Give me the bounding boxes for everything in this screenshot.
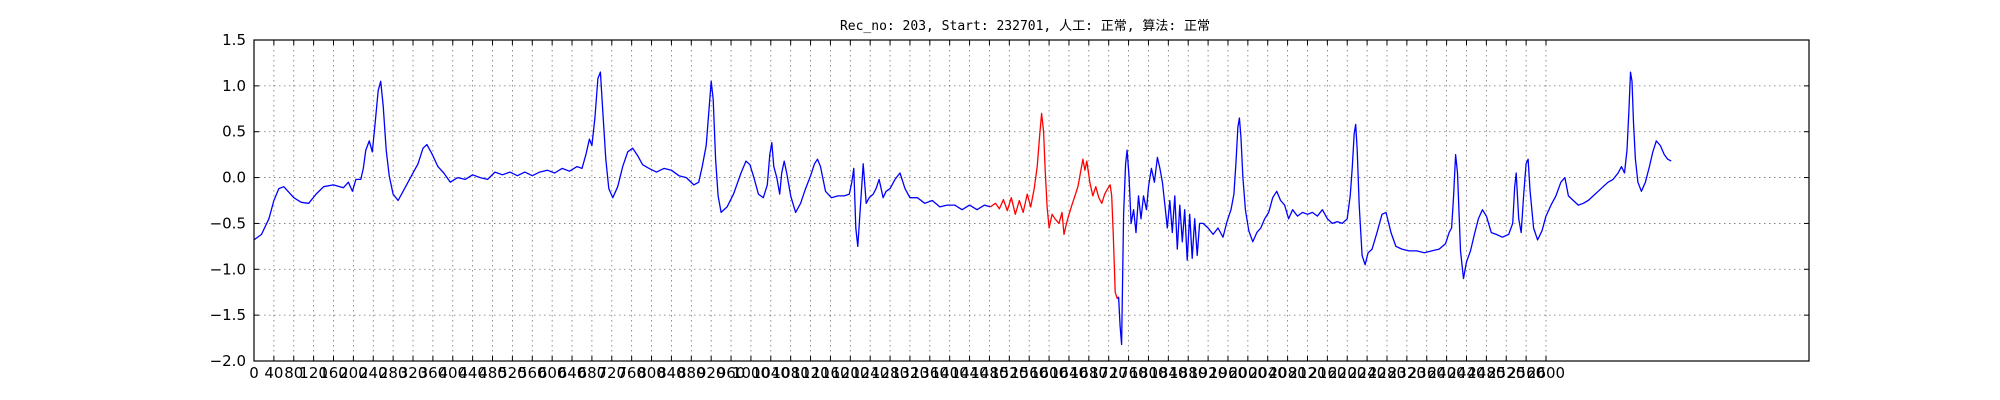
x-tick-label: 1760 (1109, 364, 1147, 382)
x-tick-label: 2520 (1487, 364, 1525, 382)
grid (254, 40, 1809, 361)
x-tick-label: 120 (299, 364, 328, 382)
x-tick-label: 160 (319, 364, 348, 382)
x-tick-label: 2000 (1229, 364, 1267, 382)
y-tick-label: −1.0 (210, 260, 246, 278)
x-tick-label: 760 (617, 364, 646, 382)
x-tick-label: 2200 (1328, 364, 1366, 382)
x-tick-label: 960 (717, 364, 746, 382)
x-tick-label: 1160 (811, 364, 849, 382)
x-tick-label: 2040 (1249, 364, 1287, 382)
x-tick-label: 2320 (1388, 364, 1426, 382)
series-line-2 (990, 112, 1120, 300)
y-tick-label: −0.5 (210, 214, 246, 232)
x-tick-label: 1520 (990, 364, 1028, 382)
x-tick-label: 2280 (1368, 364, 1406, 382)
x-tick-label: 1840 (1149, 364, 1187, 382)
x-tick-label: 1600 (1030, 364, 1068, 382)
x-tick-label: 840 (657, 364, 686, 382)
x-tick-label: 1360 (911, 364, 949, 382)
x-axis: 0 40 8012016020024028032036040044048052056… (249, 40, 1565, 382)
chart-title: Rec_no: 203, Start: 232701, 人工: 正常, 算法: … (840, 19, 1210, 34)
x-tick-label: 440 (458, 364, 487, 382)
x-tick-label: 600 (538, 364, 567, 382)
x-tick-label: 1440 (950, 364, 988, 382)
x-tick-label: 2360 (1408, 364, 1446, 382)
y-tick-label: 0.0 (222, 169, 246, 187)
x-tick-label: 360 (419, 364, 448, 382)
x-tick-label: 2240 (1348, 364, 1386, 382)
y-tick-label: 1.5 (222, 31, 246, 49)
x-tick-label: 640 (558, 364, 587, 382)
x-tick-label: 1000 (732, 364, 770, 382)
x-tick-label: 2560 (1507, 364, 1545, 382)
y-tick-label: −2.0 (210, 352, 246, 370)
x-tick-label: 1960 (1209, 364, 1247, 382)
x-tick-label: 1720 (1090, 364, 1128, 382)
x-tick-label: 1400 (931, 364, 969, 382)
x-tick-label: 2600 (1527, 364, 1565, 382)
x-tick-label: 1480 (970, 364, 1008, 382)
y-tick-label: 1.0 (222, 77, 246, 95)
x-tick-label: 2440 (1447, 364, 1485, 382)
x-tick-label: 240 (359, 364, 388, 382)
x-tick-label: 40 (264, 364, 283, 382)
series-line-1 (253, 71, 991, 248)
x-tick-label: 1240 (851, 364, 889, 382)
x-tick-label: 400 (438, 364, 467, 382)
x-tick-label: 200 (339, 364, 368, 382)
x-tick-label: 1920 (1189, 364, 1227, 382)
x-tick-label: 1120 (791, 364, 829, 382)
plot-area (253, 71, 1672, 346)
x-tick-label: 680 (578, 364, 607, 382)
x-tick-label: 1880 (1169, 364, 1207, 382)
x-tick-label: 920 (697, 364, 726, 382)
x-tick-label: 880 (677, 364, 706, 382)
x-tick-label: 1640 (1050, 364, 1088, 382)
plot-frame (253, 39, 1810, 362)
x-tick-label: 2080 (1269, 364, 1307, 382)
y-axis: 1.5 1.0 0.5 0.0 −0.5 −1.0 −1.5 −2.0 (210, 31, 1809, 370)
x-tick-label: 320 (399, 364, 428, 382)
x-tick-label: 80 (284, 364, 303, 382)
series-line-3 (1117, 71, 1672, 346)
x-tick-label: 800 (637, 364, 666, 382)
x-tick-label: 1560 (1010, 364, 1048, 382)
x-tick-label: 1280 (871, 364, 909, 382)
x-tick-label: 1200 (831, 364, 869, 382)
x-tick-label: 1800 (1129, 364, 1167, 382)
x-tick-label: 2120 (1288, 364, 1326, 382)
x-tick-label: 1080 (772, 364, 810, 382)
x-tick-label: 480 (478, 364, 507, 382)
y-tick-label: −1.5 (210, 306, 246, 324)
x-tick-label: 1040 (752, 364, 790, 382)
x-tick-label: 2160 (1308, 364, 1346, 382)
x-tick-label: 720 (597, 364, 626, 382)
x-tick-label: 2400 (1428, 364, 1466, 382)
x-tick-label: 520 (498, 364, 527, 382)
x-tick-label: 280 (379, 364, 408, 382)
x-tick-label: 2480 (1467, 364, 1505, 382)
x-tick-label: 1680 (1070, 364, 1108, 382)
x-tick-label: 0 (249, 364, 259, 382)
x-tick-label: 560 (518, 364, 547, 382)
x-tick-label: 1320 (891, 364, 929, 382)
y-tick-label: 0.5 (222, 123, 246, 141)
